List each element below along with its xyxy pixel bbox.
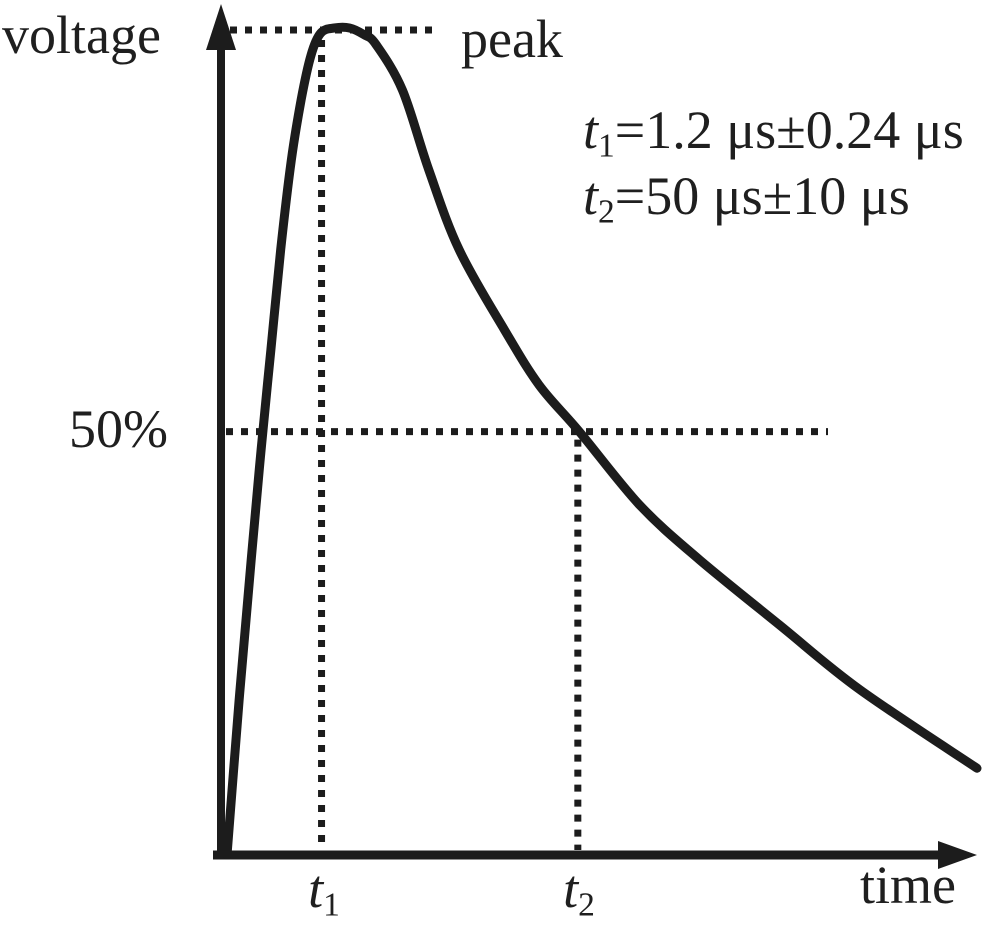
t1-axis-tick-label: t1 (302, 859, 346, 921)
t1-tick-var: t (308, 859, 324, 919)
tolerance-annotations: t1=1.2 μs±0.24 μs t2=50 μs±10 μs (583, 97, 964, 229)
t2-annotation-sub: 2 (598, 193, 615, 231)
peak-label: peak (461, 9, 563, 69)
y-axis-arrowhead (206, 4, 236, 50)
t2-axis-tick-label: t2 (557, 859, 601, 921)
t1-annotation: t1=1.2 μs±0.24 μs (583, 97, 964, 163)
t1-annotation-var: t (583, 100, 599, 160)
fifty-percent-label: 50% (69, 399, 168, 459)
t2-tick-sub: 2 (578, 886, 595, 924)
t2-tick-var: t (563, 859, 579, 919)
t1-annotation-value: =1.2 μs±0.24 μs (614, 100, 964, 160)
t1-annotation-sub: 1 (598, 127, 615, 165)
t2-annotation-var: t (583, 166, 599, 226)
t2-annotation-value: =50 μs±10 μs (614, 166, 910, 226)
impulse-voltage-curve (222, 22, 982, 860)
y-axis-label: voltage (2, 5, 161, 65)
x-axis-arrowhead (938, 841, 977, 869)
x-axis-label: time (860, 855, 956, 915)
t1-tick-sub: 1 (323, 886, 340, 924)
t2-annotation: t2=50 μs±10 μs (583, 163, 964, 229)
